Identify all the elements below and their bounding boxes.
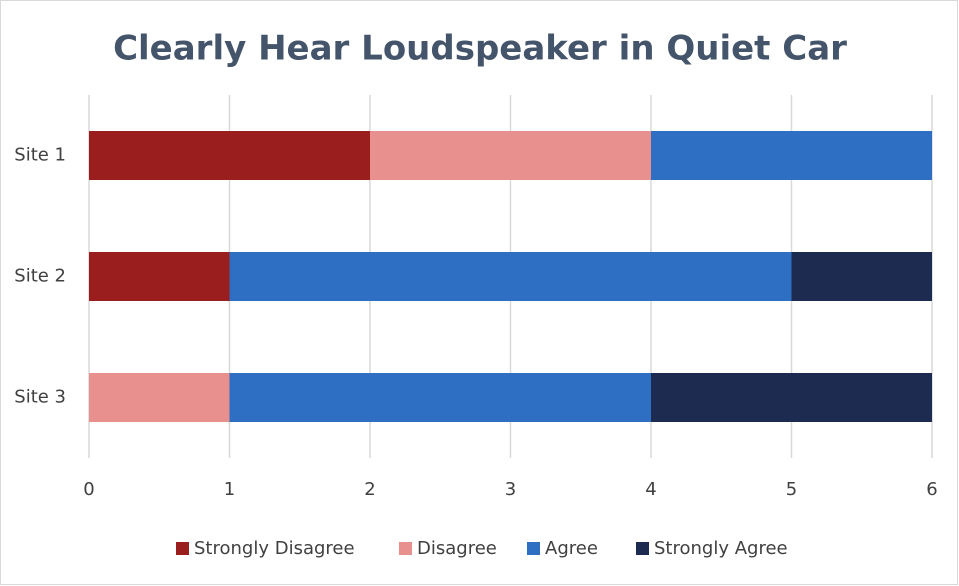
x-tick-label: 0: [83, 479, 94, 500]
y-tick-label: Site 3: [14, 387, 66, 408]
x-tick-label: 1: [224, 479, 235, 500]
legend-swatch: [176, 542, 189, 555]
bar-segment: [651, 373, 932, 422]
legend-label: Disagree: [417, 538, 497, 559]
legend-label: Strongly Agree: [654, 538, 788, 559]
legend-label: Agree: [545, 538, 598, 559]
x-tick-label: 4: [645, 479, 656, 500]
y-tick-label: Site 2: [14, 266, 66, 287]
bar-segment: [791, 252, 932, 301]
x-tick-label: 2: [364, 479, 375, 500]
bar-segment: [89, 373, 230, 422]
bar-segment: [651, 131, 932, 180]
x-tick-label: 3: [505, 479, 516, 500]
legend-swatch: [527, 542, 540, 555]
bar-segment: [229, 373, 651, 422]
x-tick-label: 5: [786, 479, 797, 500]
legend-label: Strongly Disagree: [194, 538, 355, 559]
bar-segment: [370, 131, 651, 180]
bar-segment: [229, 252, 792, 301]
bar-segment: [89, 252, 230, 301]
legend-swatch: [399, 542, 412, 555]
chart-title: Clearly Hear Loudspeaker in Quiet Car: [113, 29, 847, 69]
y-tick-label: Site 1: [14, 145, 66, 166]
bar-segment: [89, 131, 370, 180]
x-tick-label: 6: [926, 479, 937, 500]
legend-swatch: [636, 542, 649, 555]
